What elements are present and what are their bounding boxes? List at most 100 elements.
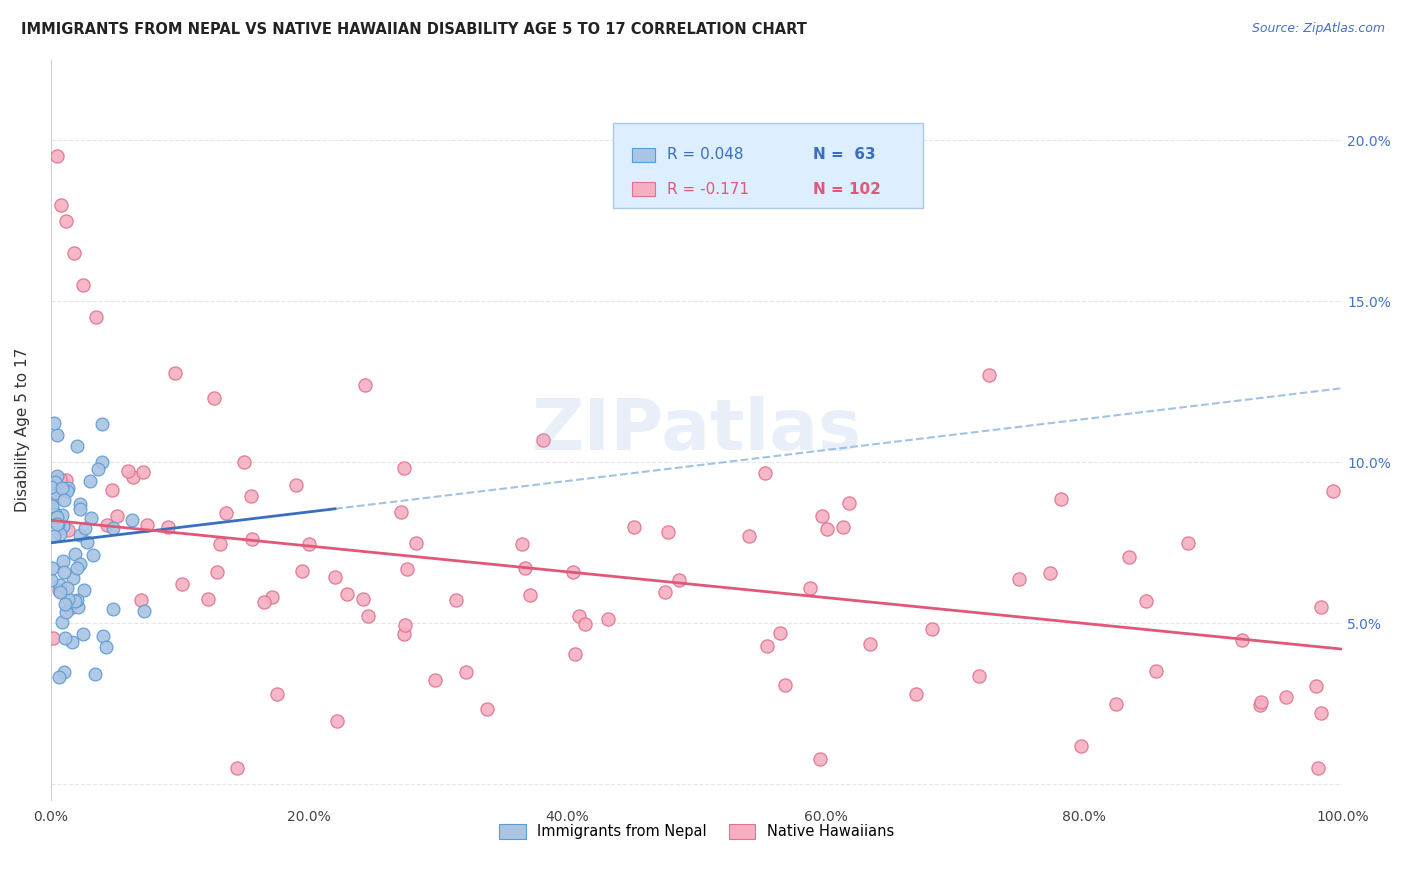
Point: [101, 483, 124, 497]
Point: [1305, 680, 1327, 694]
Point: [326, 714, 349, 729]
Point: [979, 368, 1001, 383]
Point: [285, 478, 308, 492]
Point: [197, 592, 219, 607]
Text: Source: ZipAtlas.com: Source: ZipAtlas.com: [1251, 22, 1385, 36]
Point: [42, 631, 65, 645]
Point: [41, 499, 63, 513]
Point: [1118, 549, 1140, 564]
Point: [838, 496, 860, 510]
Point: [444, 593, 467, 607]
Point: [354, 378, 377, 392]
FancyBboxPatch shape: [631, 182, 655, 195]
FancyBboxPatch shape: [631, 148, 655, 161]
Point: [392, 627, 415, 641]
Point: [808, 752, 831, 766]
Point: [336, 587, 359, 601]
Point: [561, 566, 583, 580]
Point: [134, 604, 156, 618]
Point: [156, 520, 179, 534]
Point: [352, 591, 374, 606]
Point: [46, 149, 69, 163]
Point: [240, 533, 263, 547]
Point: [226, 761, 249, 775]
Point: [1039, 566, 1062, 580]
Point: [205, 565, 228, 579]
Point: [831, 519, 853, 533]
Point: [423, 673, 446, 687]
Point: [811, 508, 834, 523]
Text: N = 102: N = 102: [813, 182, 880, 196]
Point: [121, 513, 143, 527]
Point: [815, 522, 838, 536]
Point: [49, 577, 72, 591]
Point: [1105, 697, 1128, 711]
Point: [52, 565, 75, 579]
Point: [59, 601, 82, 615]
Point: [41, 560, 63, 574]
Point: [69, 527, 91, 541]
Point: [513, 561, 536, 575]
Point: [51, 615, 73, 629]
Point: [52, 519, 75, 533]
Point: [41, 513, 63, 527]
Point: [1322, 483, 1344, 498]
Point: [55, 213, 77, 227]
Point: [623, 520, 645, 534]
Point: [172, 577, 194, 591]
Point: [45, 509, 67, 524]
Point: [1049, 492, 1071, 507]
Point: [1309, 600, 1331, 615]
Point: [42, 416, 65, 430]
Point: [51, 197, 73, 211]
Point: [63, 246, 86, 260]
Point: [859, 637, 882, 651]
Point: [905, 687, 928, 701]
Point: [69, 497, 91, 511]
Point: [45, 486, 67, 500]
Point: [56, 592, 79, 607]
Point: [39, 480, 62, 494]
Point: [122, 469, 145, 483]
FancyBboxPatch shape: [613, 122, 922, 208]
Point: [291, 564, 314, 578]
Point: [49, 584, 72, 599]
Point: [42, 490, 65, 504]
Point: [56, 581, 79, 595]
Point: [73, 521, 96, 535]
Point: [56, 481, 79, 495]
Point: [202, 391, 225, 405]
Point: [91, 629, 114, 643]
Point: [48, 670, 70, 684]
Point: [72, 278, 94, 293]
Point: [51, 481, 73, 495]
Point: [94, 640, 117, 654]
Point: [209, 537, 232, 551]
Point: [53, 492, 76, 507]
Point: [799, 581, 821, 595]
Point: [967, 669, 990, 683]
Point: [53, 597, 76, 611]
Point: [357, 609, 380, 624]
Point: [79, 475, 101, 489]
Point: [389, 505, 412, 519]
Point: [60, 635, 83, 649]
Point: [55, 473, 77, 487]
Point: [232, 455, 254, 469]
Point: [456, 665, 478, 680]
Point: [567, 608, 589, 623]
Point: [1275, 690, 1298, 704]
Point: [63, 594, 86, 608]
Point: [55, 605, 77, 619]
Point: [668, 574, 690, 588]
Point: [91, 455, 114, 469]
Point: [44, 508, 66, 522]
Text: R = -0.171: R = -0.171: [666, 182, 749, 196]
Point: [96, 518, 118, 533]
Point: [394, 461, 416, 475]
Point: [66, 593, 89, 607]
Point: [921, 623, 943, 637]
Point: [62, 571, 84, 585]
Point: [52, 554, 75, 568]
Point: [129, 593, 152, 607]
